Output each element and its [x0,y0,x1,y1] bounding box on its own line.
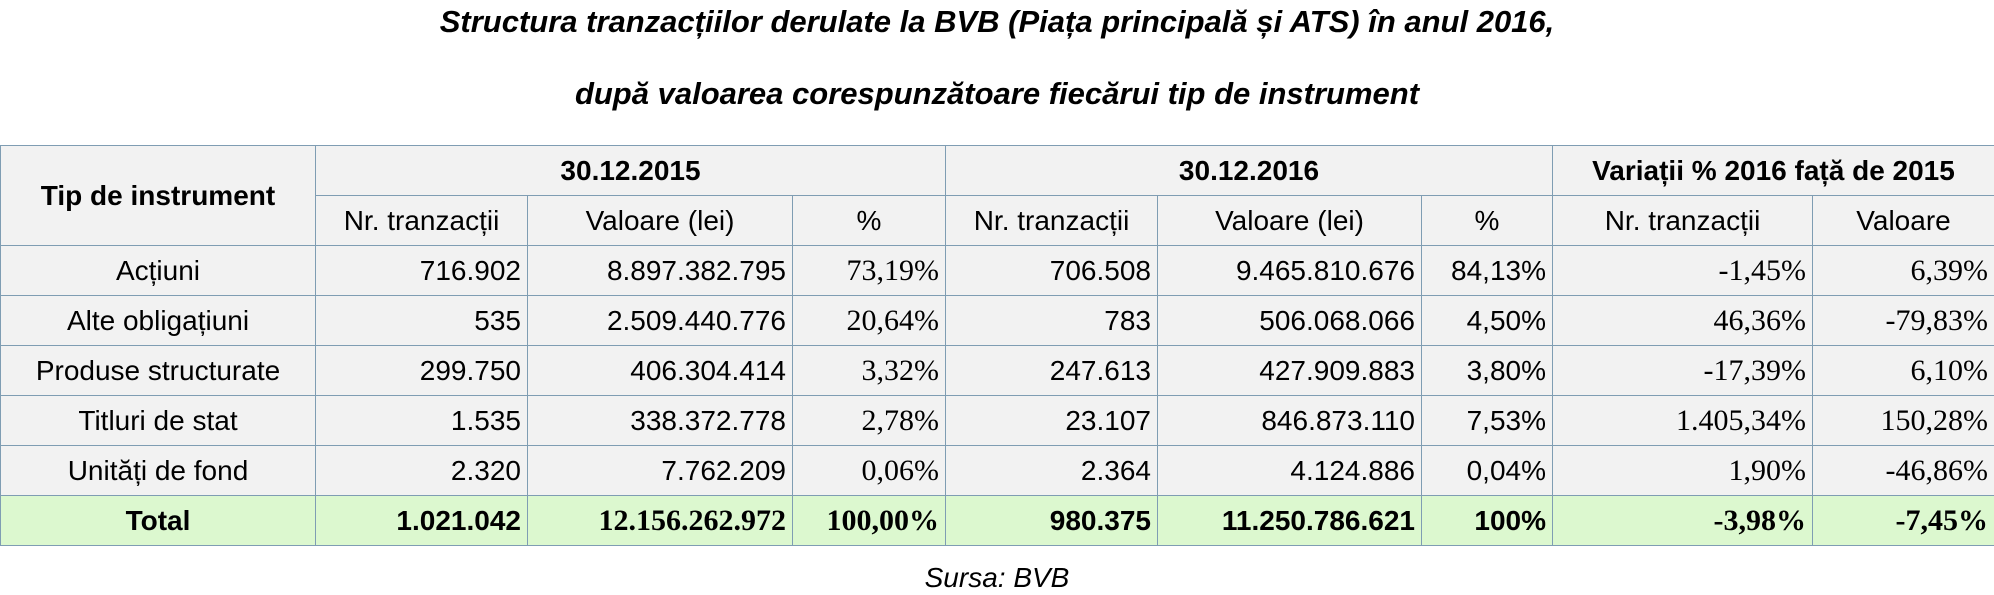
cell: 406.304.414 [527,345,793,396]
cell: 100% [1421,495,1553,546]
row-label: Total [0,495,316,546]
cell: 6,10% [1812,345,1994,396]
cell: -17,39% [1552,345,1813,396]
header-cell: 30.12.2015 [315,145,946,196]
cell: 100,00% [792,495,946,546]
cell: 12.156.262.972 [527,495,793,546]
row-label: Titluri de stat [0,395,316,446]
header-cell: Nr. tranzacții [315,195,528,246]
header-cell: Valoare (lei) [1157,195,1422,246]
cell: 23.107 [945,395,1158,446]
cell: 9.465.810.676 [1157,245,1422,296]
cell: 1,90% [1552,445,1813,496]
cell: 2.320 [315,445,528,496]
header-cell: Valoare [1812,195,1994,246]
cell: 4,50% [1421,295,1553,346]
header-cell: Tip de instrument [0,145,316,246]
cell: 46,36% [1552,295,1813,346]
header-row: Nr. tranzacții Valoare (lei)% Nr. tranzacț… [1,195,1994,246]
header-cell: 30.12.2016 [945,145,1553,196]
cell: 3,32% [792,345,946,396]
cell: 7,53% [1421,395,1553,446]
row-label: Unități de fond [0,445,316,496]
table-body: Tip de instrument 30.12.2015 30.12.2016 … [0,145,1994,546]
cell: 11.250.786.621 [1157,495,1422,546]
header-row: Tip de instrument 30.12.2015 30.12.2016 … [0,145,1994,246]
cell: 3,80% [1421,345,1553,396]
cell: 716.902 [315,245,528,296]
row-label: Acțiuni [0,245,316,296]
row-label: Produse structurate [0,345,316,396]
row-label: Alte obligațiuni [0,295,316,346]
data-row: Alte obligațiuni 535 2.509.440.776 20,64% 78… [0,295,1994,346]
header-cell: Nr. tranzacții [945,195,1158,246]
cell: 8.897.382.795 [527,245,793,296]
cell: -46,86% [1812,445,1994,496]
table: Tip de instrument 30.12.2015 30.12.2016 … [0,145,1994,546]
cell: 1.535 [315,395,528,446]
header-cell: % [792,195,946,246]
cell: 427.909.883 [1157,345,1422,396]
data-row: Unități de fond 2.320 7.762.209 0,06% 2.364 4… [0,445,1994,496]
header-cell: Valoare (lei) [527,195,793,246]
cell: 1.405,34% [1552,395,1813,446]
cell: 73,19% [792,245,946,296]
cell: 4.124.886 [1157,445,1422,496]
cell: -3,98% [1552,495,1813,546]
data-row: Titluri de stat 1.535 338.372.778 2,78% 23.1… [0,395,1994,446]
cell: 1.021.042 [315,495,528,546]
cell: 2.364 [945,445,1158,496]
title: Structura tranzacțiilor derulate la BVB … [439,4,1555,39]
cell: 150,28% [1812,395,1994,446]
cell: 0,04% [1421,445,1553,496]
header-cell: Nr. tranzacții [1552,195,1813,246]
cell: 7.762.209 [527,445,793,496]
header-cell: Variații % 2016 față de 2015 [1552,145,1994,196]
cell: 20,64% [792,295,946,346]
cell: 783 [945,295,1158,346]
title: după valoarea corespunzătoare fiecărui t… [574,76,1420,111]
data-row: Acțiuni 716.902 8.897.382.795 73,19% 706.508… [0,245,1994,296]
cell: 338.372.778 [527,395,793,446]
cell: 2,78% [792,395,946,446]
cell: 299.750 [315,345,528,396]
header-cell: % [1421,195,1553,246]
cell: 0,06% [792,445,946,496]
cell: 846.873.110 [1157,395,1422,446]
cell: 84,13% [1421,245,1553,296]
cell: -1,45% [1552,245,1813,296]
total-row: Total 1.021.042 12.156.262.972 100,00% 980.3… [0,495,1994,546]
cell: 506.068.066 [1157,295,1422,346]
cell: 247.613 [945,345,1158,396]
cell: -79,83% [1812,295,1994,346]
source: Sursa: BVB [924,562,1070,593]
cell: 535 [315,295,528,346]
cell: -7,45% [1812,495,1994,546]
cell: 6,39% [1812,245,1994,296]
cell: 980.375 [945,495,1158,546]
cell: 706.508 [945,245,1158,296]
data-row: Produse structurate 299.750 406.304.414 3,3… [0,345,1994,396]
cell: 2.509.440.776 [527,295,793,346]
